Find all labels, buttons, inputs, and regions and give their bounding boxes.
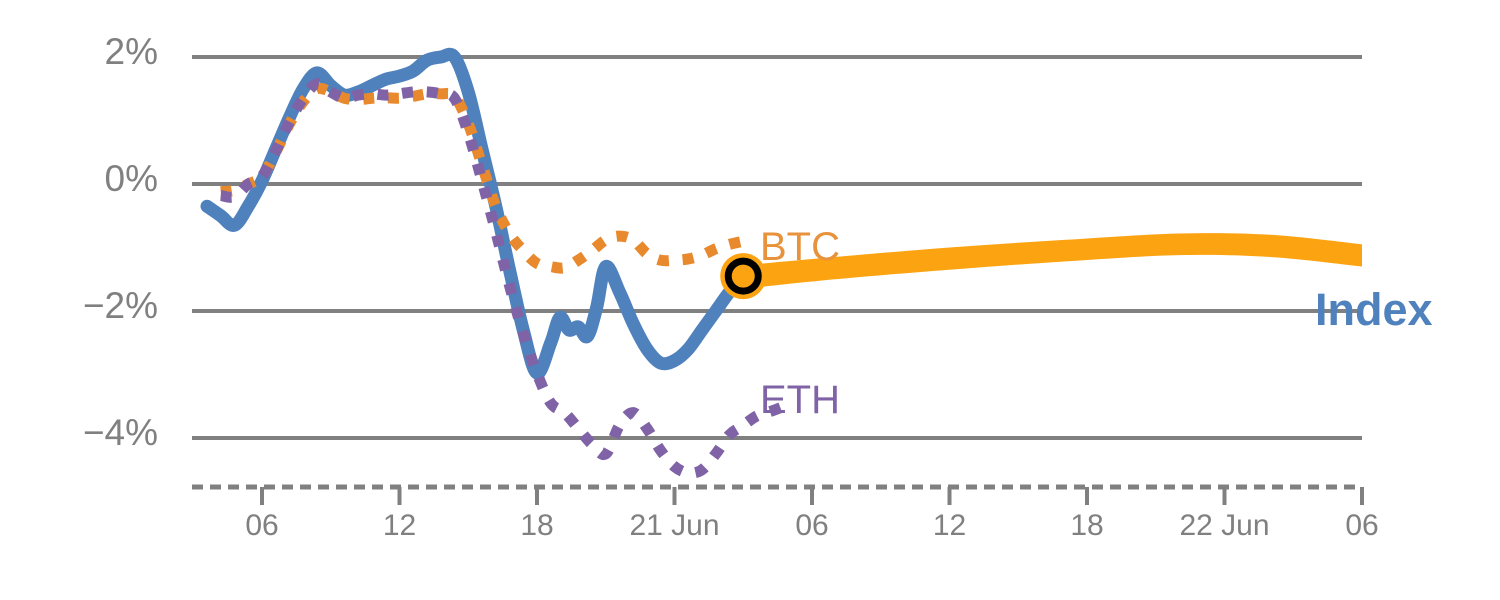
x-tick-label-8: 06 — [1345, 509, 1379, 542]
x-tick-label-5: 12 — [932, 509, 967, 542]
x-axis-group — [192, 484, 1364, 505]
x-tick-label-0: 06 — [245, 509, 279, 542]
series-group — [200, 47, 787, 479]
series-label-eth: ETH — [760, 378, 840, 422]
x-tick-label-7: 22 Jun — [1179, 509, 1270, 542]
y-tick-label-0pct: 0% — [104, 158, 158, 199]
y-tick-label-neg4pct: −4% — [82, 412, 158, 453]
x-tick-label-1: 12 — [382, 509, 417, 542]
y-tick-label-2pct: 2% — [104, 31, 158, 72]
series-line-index — [200, 47, 750, 380]
forecast-band — [743, 233, 1362, 289]
series-label-btc: BTC — [760, 225, 840, 269]
series-label-index: Index — [1315, 284, 1433, 335]
x-tick-label-3: 21 Jun — [629, 509, 720, 542]
series-line-btc — [220, 82, 745, 274]
current-point-marker[interactable] — [724, 257, 762, 295]
gridlines-group — [192, 55, 1362, 440]
x-tick-label-4: 06 — [795, 509, 829, 542]
y-tick-label-neg2pct: −2% — [82, 285, 158, 326]
current-point-marker-group[interactable] — [720, 253, 767, 300]
series-line-eth — [219, 78, 787, 479]
x-tick-label-2: 18 — [520, 509, 554, 542]
forecast-band-group — [743, 233, 1362, 289]
x-tick-label-6: 18 — [1070, 509, 1104, 542]
